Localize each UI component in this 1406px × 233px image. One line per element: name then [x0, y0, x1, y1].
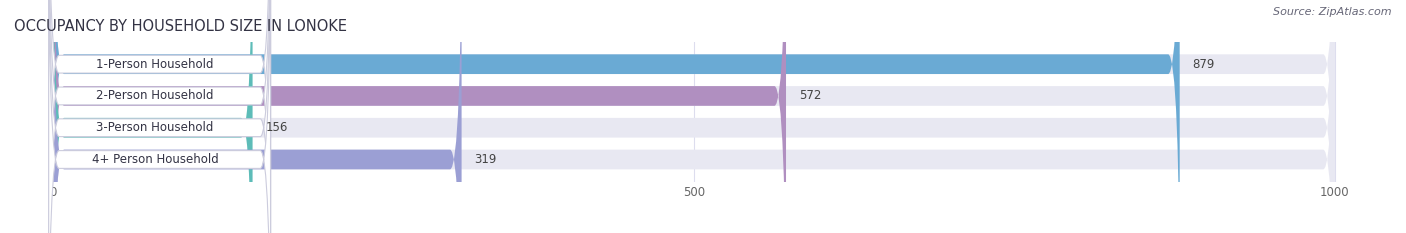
FancyBboxPatch shape — [52, 0, 1334, 233]
Text: Source: ZipAtlas.com: Source: ZipAtlas.com — [1274, 7, 1392, 17]
Text: 1-Person Household: 1-Person Household — [97, 58, 214, 71]
Text: OCCUPANCY BY HOUSEHOLD SIZE IN LONOKE: OCCUPANCY BY HOUSEHOLD SIZE IN LONOKE — [14, 19, 347, 34]
FancyBboxPatch shape — [52, 0, 253, 233]
FancyBboxPatch shape — [52, 0, 1334, 233]
FancyBboxPatch shape — [49, 0, 270, 233]
Text: 319: 319 — [474, 153, 496, 166]
FancyBboxPatch shape — [52, 0, 1334, 233]
Text: 2-Person Household: 2-Person Household — [97, 89, 214, 103]
FancyBboxPatch shape — [52, 0, 461, 233]
Text: 4+ Person Household: 4+ Person Household — [91, 153, 218, 166]
Text: 572: 572 — [799, 89, 821, 103]
FancyBboxPatch shape — [49, 0, 270, 233]
FancyBboxPatch shape — [52, 0, 1180, 233]
Text: 156: 156 — [266, 121, 288, 134]
FancyBboxPatch shape — [49, 0, 270, 233]
FancyBboxPatch shape — [49, 0, 270, 233]
FancyBboxPatch shape — [52, 0, 1334, 233]
Text: 3-Person Household: 3-Person Household — [97, 121, 214, 134]
Text: 879: 879 — [1192, 58, 1215, 71]
FancyBboxPatch shape — [52, 0, 786, 233]
